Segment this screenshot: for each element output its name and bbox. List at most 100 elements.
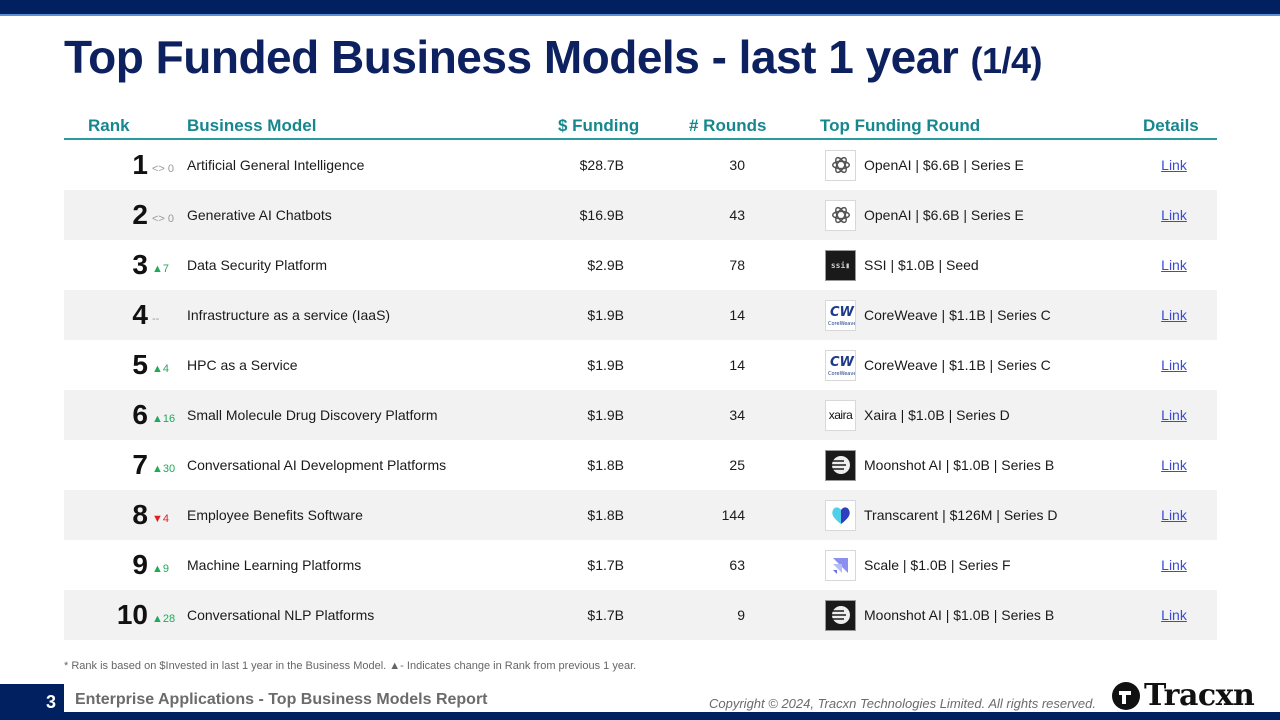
rank-change-indicator: ▲4 bbox=[152, 363, 170, 375]
rank-change-indicator: -- bbox=[152, 313, 160, 325]
rank-cell: 2 <> 0 bbox=[64, 190, 184, 240]
title-text: Top Funded Business Models - last 1 year bbox=[64, 31, 959, 83]
funding-amount: $1.9B bbox=[587, 407, 624, 423]
top-round-text: Transcarent | $126M | Series D bbox=[864, 507, 1058, 523]
table-row: 1 <> 0 Artificial General Intelligence $28.… bbox=[64, 140, 1217, 190]
table-row: 5 ▲4 HPC as a Service $1.9B 14 CW CoreWeave Cor… bbox=[64, 340, 1217, 390]
details-link[interactable]: Link bbox=[1161, 307, 1187, 323]
footnote: * Rank is based on $Invested in last 1 y… bbox=[64, 660, 637, 672]
svg-text:CoreWeave: CoreWeave bbox=[828, 371, 855, 377]
details-link[interactable]: Link bbox=[1161, 207, 1187, 223]
table-row: 6 ▲16 Small Molecule Drug Discovery Platfo… bbox=[64, 390, 1217, 440]
rounds-count: 30 bbox=[729, 157, 745, 173]
business-model-name: Artificial General Intelligence bbox=[187, 157, 365, 173]
rank-number: 7 bbox=[132, 449, 148, 480]
top-round-text: OpenAI | $6.6B | Series E bbox=[864, 207, 1024, 223]
funding-amount: $1.9B bbox=[587, 307, 624, 323]
rank-cell: 5 ▲4 bbox=[64, 340, 184, 390]
top-funding-round: OpenAI | $6.6B | Series E bbox=[825, 140, 1024, 190]
details-cell: Link bbox=[1134, 490, 1214, 540]
top-funding-round: CW CoreWeave CoreWeave | $1.1B | Series C bbox=[825, 340, 1051, 390]
details-link[interactable]: Link bbox=[1161, 407, 1187, 423]
rank-number: 10 bbox=[116, 599, 148, 630]
rank-cell: 9 ▲9 bbox=[64, 540, 184, 590]
rank-number: 5 bbox=[132, 349, 148, 380]
details-link[interactable]: Link bbox=[1161, 557, 1187, 573]
tracxn-logo: Tracxn bbox=[1110, 678, 1255, 713]
rounds-count: 14 bbox=[729, 307, 745, 323]
details-link[interactable]: Link bbox=[1161, 607, 1187, 623]
moonshot-logo-icon bbox=[825, 449, 856, 481]
table-body: 1 <> 0 Artificial General Intelligence $28.… bbox=[64, 140, 1217, 640]
details-link[interactable]: Link bbox=[1161, 457, 1187, 473]
business-model-name: Machine Learning Platforms bbox=[187, 557, 362, 573]
business-model-name: Conversational AI Development Platforms bbox=[187, 457, 447, 473]
business-model-name: Data Security Platform bbox=[187, 257, 328, 273]
rank-cell: 4 -- bbox=[64, 290, 184, 340]
table-row: 7 ▲30 Conversational AI Development Platfo… bbox=[64, 440, 1217, 490]
rank-change-indicator: ▲30 bbox=[152, 463, 176, 475]
header-funding: $ Funding bbox=[558, 116, 640, 135]
header-details: Details bbox=[1143, 116, 1199, 135]
rank-cell: 1 <> 0 bbox=[64, 140, 184, 190]
header-top-funding-round: Top Funding Round bbox=[820, 116, 981, 135]
rounds-count: 34 bbox=[729, 407, 745, 423]
report-name: Enterprise Applications - Top Business M… bbox=[75, 691, 488, 708]
top-round-text: CoreWeave | $1.1B | Series C bbox=[864, 307, 1051, 323]
rank-change-indicator: <> 0 bbox=[152, 163, 175, 175]
header-rounds: # Rounds bbox=[689, 116, 767, 135]
rank-change-indicator: ▲16 bbox=[152, 413, 176, 425]
rank-number: 1 bbox=[132, 149, 148, 180]
coreweave-logo-icon: CW CoreWeave bbox=[825, 299, 856, 331]
details-cell: Link bbox=[1134, 140, 1214, 190]
rank-cell: 6 ▲16 bbox=[64, 390, 184, 440]
top-round-text: Moonshot AI | $1.0B | Series B bbox=[864, 607, 1055, 623]
svg-text:CW: CW bbox=[830, 305, 855, 320]
rank-change-indicator: ▲7 bbox=[152, 263, 170, 275]
details-cell: Link bbox=[1134, 290, 1214, 340]
top-funding-round: OpenAI | $6.6B | Series E bbox=[825, 190, 1024, 240]
rounds-count: 25 bbox=[729, 457, 745, 473]
brand-name: Tracxn bbox=[1144, 678, 1255, 713]
rank-number: 9 bbox=[132, 549, 148, 580]
table-row: 8 ▼4 Employee Benefits Software $1.8B 144 Tra… bbox=[64, 490, 1217, 540]
rounds-count: 63 bbox=[729, 557, 745, 573]
title-page-indicator: (1/4) bbox=[970, 40, 1043, 81]
funding-amount: $1.7B bbox=[587, 557, 624, 573]
footer-bar bbox=[0, 712, 1280, 720]
rounds-count: 78 bbox=[729, 257, 745, 273]
business-model-name: HPC as a Service bbox=[187, 357, 298, 373]
rank-cell: 7 ▲30 bbox=[64, 440, 184, 490]
details-cell: Link bbox=[1134, 240, 1214, 290]
details-link[interactable]: Link bbox=[1161, 357, 1187, 373]
business-model-name: Infrastructure as a service (IaaS) bbox=[187, 307, 391, 323]
top-round-text: Scale | $1.0B | Series F bbox=[864, 557, 1011, 573]
top-round-text: Moonshot AI | $1.0B | Series B bbox=[864, 457, 1055, 473]
top-banner-bar bbox=[0, 0, 1280, 16]
funding-amount: $16.9B bbox=[579, 207, 624, 223]
details-link[interactable]: Link bbox=[1161, 157, 1187, 173]
top-round-text: Xaira | $1.0B | Series D bbox=[864, 407, 1010, 423]
business-model-name: Small Molecule Drug Discovery Platform bbox=[187, 407, 438, 423]
business-models-table: Rank Business Model $ Funding # Rounds T… bbox=[64, 112, 1217, 640]
rank-change-indicator: ▼4 bbox=[152, 513, 170, 525]
rounds-count: 9 bbox=[737, 607, 745, 623]
rank-number: 8 bbox=[132, 499, 148, 530]
tracxn-mark-icon bbox=[1112, 681, 1140, 710]
funding-amount: $28.7B bbox=[579, 157, 624, 173]
funding-amount: $1.7B bbox=[587, 607, 624, 623]
rank-number: 2 bbox=[132, 199, 148, 230]
xaira-logo-icon: xaira bbox=[825, 399, 856, 431]
table-row: 10 ▲28 Conversational NLP Platforms $1.7B 9 M… bbox=[64, 590, 1217, 640]
top-funding-round: ssi▮ SSI | $1.0B | Seed bbox=[825, 240, 979, 290]
rank-cell: 10 ▲28 bbox=[64, 590, 184, 640]
rank-cell: 3 ▲7 bbox=[64, 240, 184, 290]
rank-change-indicator: ▲28 bbox=[152, 613, 176, 625]
details-link[interactable]: Link bbox=[1161, 507, 1187, 523]
top-funding-round: Scale | $1.0B | Series F bbox=[825, 540, 1011, 590]
details-link[interactable]: Link bbox=[1161, 257, 1187, 273]
rank-cell: 8 ▼4 bbox=[64, 490, 184, 540]
rounds-count: 43 bbox=[729, 207, 745, 223]
funding-amount: $1.8B bbox=[587, 507, 624, 523]
scale-logo-icon bbox=[825, 549, 856, 581]
